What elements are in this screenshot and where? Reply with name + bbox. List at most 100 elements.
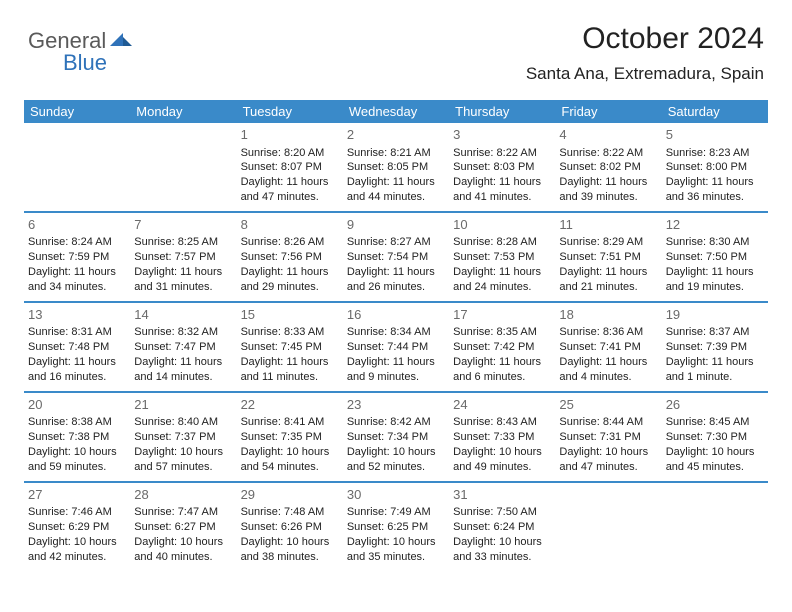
day-number: 17 bbox=[453, 306, 551, 324]
sunrise-line: Sunrise: 8:36 AM bbox=[559, 325, 657, 340]
weekday-header: Thursday bbox=[449, 100, 555, 123]
day-number: 29 bbox=[241, 486, 339, 504]
daylight-line: Daylight: 11 hours and 39 minutes. bbox=[559, 175, 657, 205]
calendar-table: SundayMondayTuesdayWednesdayThursdayFrid… bbox=[24, 100, 768, 571]
sunrise-line: Sunrise: 8:22 AM bbox=[453, 146, 551, 161]
month-title: October 2024 bbox=[526, 22, 764, 56]
logo-triangle-icon bbox=[110, 28, 132, 54]
sunset-line: Sunset: 7:41 PM bbox=[559, 340, 657, 355]
sunrise-line: Sunrise: 8:34 AM bbox=[347, 325, 445, 340]
calendar-day-cell: 20Sunrise: 8:38 AMSunset: 7:38 PMDayligh… bbox=[24, 392, 130, 482]
sunset-line: Sunset: 7:48 PM bbox=[28, 340, 126, 355]
sunrise-line: Sunrise: 8:41 AM bbox=[241, 415, 339, 430]
day-number: 20 bbox=[28, 396, 126, 414]
daylight-line: Daylight: 10 hours and 52 minutes. bbox=[347, 445, 445, 475]
daylight-line: Daylight: 11 hours and 26 minutes. bbox=[347, 265, 445, 295]
daylight-line: Daylight: 11 hours and 36 minutes. bbox=[666, 175, 764, 205]
sunset-line: Sunset: 8:05 PM bbox=[347, 160, 445, 175]
sunrise-line: Sunrise: 7:49 AM bbox=[347, 505, 445, 520]
sunrise-line: Sunrise: 8:31 AM bbox=[28, 325, 126, 340]
calendar-day-cell: 16Sunrise: 8:34 AMSunset: 7:44 PMDayligh… bbox=[343, 302, 449, 392]
calendar-day-cell: 19Sunrise: 8:37 AMSunset: 7:39 PMDayligh… bbox=[662, 302, 768, 392]
calendar-day-cell: 22Sunrise: 8:41 AMSunset: 7:35 PMDayligh… bbox=[237, 392, 343, 482]
sunrise-line: Sunrise: 8:33 AM bbox=[241, 325, 339, 340]
sunrise-line: Sunrise: 8:30 AM bbox=[666, 235, 764, 250]
daylight-line: Daylight: 10 hours and 49 minutes. bbox=[453, 445, 551, 475]
calendar-day-cell: 12Sunrise: 8:30 AMSunset: 7:50 PMDayligh… bbox=[662, 212, 768, 302]
logo: General Blue bbox=[28, 28, 132, 54]
day-number: 15 bbox=[241, 306, 339, 324]
daylight-line: Daylight: 10 hours and 57 minutes. bbox=[134, 445, 232, 475]
day-number: 21 bbox=[134, 396, 232, 414]
daylight-line: Daylight: 11 hours and 14 minutes. bbox=[134, 355, 232, 385]
day-number: 14 bbox=[134, 306, 232, 324]
sunset-line: Sunset: 7:33 PM bbox=[453, 430, 551, 445]
calendar-day-cell: 27Sunrise: 7:46 AMSunset: 6:29 PMDayligh… bbox=[24, 482, 130, 571]
weekday-header-row: SundayMondayTuesdayWednesdayThursdayFrid… bbox=[24, 100, 768, 123]
sunset-line: Sunset: 6:27 PM bbox=[134, 520, 232, 535]
calendar-day-cell: 24Sunrise: 8:43 AMSunset: 7:33 PMDayligh… bbox=[449, 392, 555, 482]
sunrise-line: Sunrise: 8:21 AM bbox=[347, 146, 445, 161]
day-number: 12 bbox=[666, 216, 764, 234]
sunrise-line: Sunrise: 8:35 AM bbox=[453, 325, 551, 340]
calendar-day-cell: 29Sunrise: 7:48 AMSunset: 6:26 PMDayligh… bbox=[237, 482, 343, 571]
sunset-line: Sunset: 8:03 PM bbox=[453, 160, 551, 175]
calendar-day-cell: 21Sunrise: 8:40 AMSunset: 7:37 PMDayligh… bbox=[130, 392, 236, 482]
location: Santa Ana, Extremadura, Spain bbox=[526, 64, 764, 84]
day-number: 31 bbox=[453, 486, 551, 504]
calendar-day-cell: 10Sunrise: 8:28 AMSunset: 7:53 PMDayligh… bbox=[449, 212, 555, 302]
calendar-day-cell bbox=[662, 482, 768, 571]
daylight-line: Daylight: 10 hours and 40 minutes. bbox=[134, 535, 232, 565]
calendar-day-cell: 26Sunrise: 8:45 AMSunset: 7:30 PMDayligh… bbox=[662, 392, 768, 482]
calendar-day-cell: 7Sunrise: 8:25 AMSunset: 7:57 PMDaylight… bbox=[130, 212, 236, 302]
day-number: 2 bbox=[347, 126, 445, 144]
calendar-day-cell: 13Sunrise: 8:31 AMSunset: 7:48 PMDayligh… bbox=[24, 302, 130, 392]
sunset-line: Sunset: 7:30 PM bbox=[666, 430, 764, 445]
weekday-header: Saturday bbox=[662, 100, 768, 123]
sunrise-line: Sunrise: 8:44 AM bbox=[559, 415, 657, 430]
daylight-line: Daylight: 11 hours and 11 minutes. bbox=[241, 355, 339, 385]
daylight-line: Daylight: 11 hours and 47 minutes. bbox=[241, 175, 339, 205]
sunrise-line: Sunrise: 8:32 AM bbox=[134, 325, 232, 340]
sunset-line: Sunset: 7:42 PM bbox=[453, 340, 551, 355]
sunset-line: Sunset: 7:51 PM bbox=[559, 250, 657, 265]
calendar-day-cell: 17Sunrise: 8:35 AMSunset: 7:42 PMDayligh… bbox=[449, 302, 555, 392]
sunrise-line: Sunrise: 8:25 AM bbox=[134, 235, 232, 250]
calendar-day-cell bbox=[130, 123, 236, 212]
day-number: 6 bbox=[28, 216, 126, 234]
sunset-line: Sunset: 8:02 PM bbox=[559, 160, 657, 175]
daylight-line: Daylight: 11 hours and 24 minutes. bbox=[453, 265, 551, 295]
sunset-line: Sunset: 7:57 PM bbox=[134, 250, 232, 265]
day-number: 10 bbox=[453, 216, 551, 234]
calendar-day-cell bbox=[555, 482, 661, 571]
calendar-body: 1Sunrise: 8:20 AMSunset: 8:07 PMDaylight… bbox=[24, 123, 768, 571]
sunset-line: Sunset: 6:26 PM bbox=[241, 520, 339, 535]
sunset-line: Sunset: 7:59 PM bbox=[28, 250, 126, 265]
day-number: 25 bbox=[559, 396, 657, 414]
sunrise-line: Sunrise: 8:24 AM bbox=[28, 235, 126, 250]
day-number: 22 bbox=[241, 396, 339, 414]
sunset-line: Sunset: 7:54 PM bbox=[347, 250, 445, 265]
day-number: 19 bbox=[666, 306, 764, 324]
calendar-day-cell bbox=[24, 123, 130, 212]
calendar-day-cell: 28Sunrise: 7:47 AMSunset: 6:27 PMDayligh… bbox=[130, 482, 236, 571]
day-number: 24 bbox=[453, 396, 551, 414]
daylight-line: Daylight: 11 hours and 44 minutes. bbox=[347, 175, 445, 205]
sunrise-line: Sunrise: 7:48 AM bbox=[241, 505, 339, 520]
daylight-line: Daylight: 11 hours and 29 minutes. bbox=[241, 265, 339, 295]
calendar-day-cell: 31Sunrise: 7:50 AMSunset: 6:24 PMDayligh… bbox=[449, 482, 555, 571]
sunset-line: Sunset: 7:38 PM bbox=[28, 430, 126, 445]
day-number: 16 bbox=[347, 306, 445, 324]
daylight-line: Daylight: 10 hours and 42 minutes. bbox=[28, 535, 126, 565]
daylight-line: Daylight: 10 hours and 38 minutes. bbox=[241, 535, 339, 565]
sunrise-line: Sunrise: 8:45 AM bbox=[666, 415, 764, 430]
sunrise-line: Sunrise: 8:37 AM bbox=[666, 325, 764, 340]
daylight-line: Daylight: 10 hours and 45 minutes. bbox=[666, 445, 764, 475]
calendar-week-row: 6Sunrise: 8:24 AMSunset: 7:59 PMDaylight… bbox=[24, 212, 768, 302]
weekday-header: Monday bbox=[130, 100, 236, 123]
daylight-line: Daylight: 11 hours and 21 minutes. bbox=[559, 265, 657, 295]
calendar-day-cell: 6Sunrise: 8:24 AMSunset: 7:59 PMDaylight… bbox=[24, 212, 130, 302]
daylight-line: Daylight: 11 hours and 34 minutes. bbox=[28, 265, 126, 295]
daylight-line: Daylight: 11 hours and 19 minutes. bbox=[666, 265, 764, 295]
day-number: 7 bbox=[134, 216, 232, 234]
